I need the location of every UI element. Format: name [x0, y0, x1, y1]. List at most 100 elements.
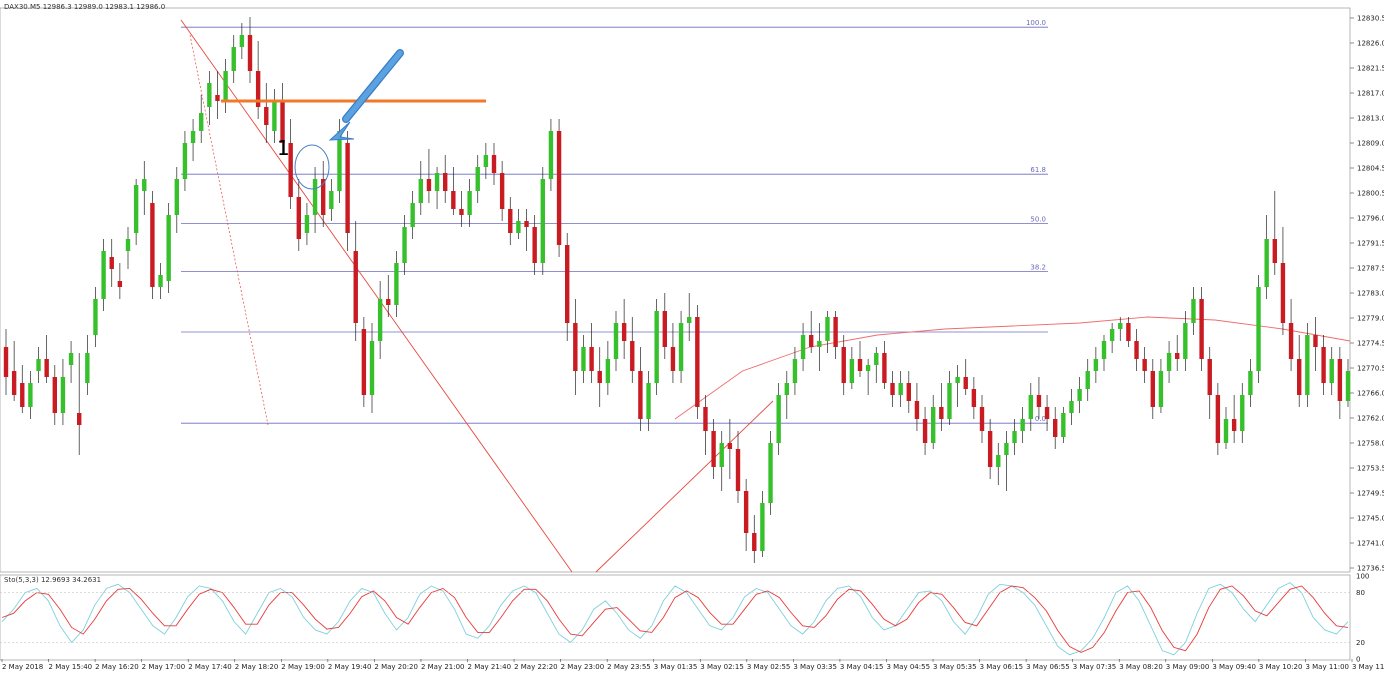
bear-candle	[11, 371, 17, 395]
bull-candle	[825, 317, 830, 341]
arrow-head	[328, 121, 355, 141]
bear-candle	[695, 317, 700, 407]
price-tick-label: 12800.5	[1357, 190, 1384, 198]
time-tick-label: 3 May 07:35	[1073, 663, 1117, 671]
bull-candle	[1012, 431, 1017, 443]
bear-candle	[508, 209, 513, 233]
arrow-shaft	[343, 50, 403, 122]
bull-candle	[223, 71, 228, 101]
bull-candle	[329, 191, 334, 209]
bear-candle	[987, 431, 993, 467]
bear-candle	[1044, 407, 1050, 419]
time-tick-label: 2 May 20:20	[374, 663, 418, 671]
bear-candle	[979, 407, 985, 431]
bear-candle	[809, 335, 814, 347]
price-panel-background	[0, 7, 1351, 573]
bull-candle	[142, 179, 147, 191]
time-tick-label: 3 May 01:35	[654, 663, 698, 671]
bear-candle	[20, 383, 25, 407]
time-tick-label: 2 May 15:40	[49, 663, 93, 671]
price-tick-label: 12796.0	[1357, 215, 1384, 223]
price-tick-label: 12779.0	[1357, 315, 1384, 323]
bear-candle	[727, 443, 733, 449]
time-tick-label: 2 May 23:55	[607, 663, 651, 671]
bear-candle	[914, 401, 920, 419]
symbol-header: DAX30.M5 12986.3 12989.0 12983.1 12986.0	[4, 3, 165, 11]
price-tick-label: 12736.5	[1357, 565, 1384, 573]
bull-candle	[304, 215, 310, 233]
bear-candle	[857, 359, 863, 371]
bull-candle	[483, 155, 489, 167]
time-tick-label: 2 May 2018	[2, 663, 43, 671]
annotation-number: 1	[277, 136, 290, 160]
fibonacci-levels[interactable]: 100.0 61.8 50.0 38.2 0.0	[181, 19, 1048, 424]
bear-candle	[638, 371, 643, 419]
stoch-tick-label: 20	[1356, 639, 1365, 647]
bull-candle	[540, 179, 545, 263]
bear-candle	[971, 389, 977, 407]
bull-candle	[1158, 371, 1164, 407]
bull-candle	[166, 215, 171, 281]
bull-candle	[898, 383, 903, 395]
bull-candle	[394, 263, 399, 305]
bear-candle	[296, 197, 301, 239]
price-tick-label: 12766.0	[1357, 390, 1384, 398]
bear-candle	[451, 191, 456, 209]
bull-candle	[849, 359, 855, 383]
bear-candle	[1337, 359, 1343, 401]
time-tick-label: 2 May 17:40	[188, 663, 232, 671]
fib-level-label: 61.8	[1030, 166, 1046, 174]
bear-candle	[459, 209, 464, 215]
bear-candle	[499, 173, 505, 209]
bear-candle	[1150, 371, 1155, 407]
bull-candle	[369, 341, 375, 395]
bull-candle	[207, 83, 212, 107]
bull-candle	[199, 113, 204, 131]
bear-candle	[345, 143, 350, 233]
bull-candle	[1329, 359, 1334, 383]
time-tick-label: 3 May 04:55	[886, 663, 930, 671]
bear-candle	[44, 359, 49, 377]
annotations: 1	[221, 49, 486, 190]
price-tick-label: 12804.5	[1357, 165, 1384, 173]
bear-candle	[963, 377, 968, 389]
bear-candle	[426, 179, 432, 191]
time-axis: 2 May 2018 2 May 15:40 2 May 16:20 2 May 17…	[1, 659, 1384, 671]
bear-candle	[247, 35, 253, 71]
bear-candle	[670, 347, 676, 371]
highlight-circle	[294, 144, 330, 190]
bull-candle	[760, 503, 765, 551]
bull-candle	[1061, 413, 1066, 437]
price-tick-label: 12787.5	[1357, 265, 1384, 273]
price-tick-label: 12783.0	[1357, 290, 1384, 298]
uptrend-line	[595, 400, 774, 573]
bull-candle	[931, 407, 936, 443]
bull-candle	[1305, 335, 1310, 395]
bull-candle	[776, 395, 781, 443]
trend-lines[interactable]	[180, 19, 774, 573]
time-tick-label: 2 May 18:20	[235, 663, 279, 671]
time-tick-label: 2 May 22:20	[514, 663, 558, 671]
fib-level-label: 50.0	[1030, 215, 1046, 223]
time-tick-label: 2 May 21:00	[421, 663, 465, 671]
bull-candle	[1069, 401, 1074, 413]
bear-candle	[353, 251, 358, 323]
bull-candle	[817, 341, 822, 347]
stoch-signal-line	[1, 585, 1349, 653]
moving-average-line	[674, 316, 1351, 420]
price-tick-label: 12753.5	[1357, 465, 1384, 473]
bear-candle	[1134, 341, 1139, 359]
bull-candle	[101, 251, 106, 299]
price-tick-label: 12770.5	[1357, 365, 1384, 373]
bear-candle	[882, 353, 887, 383]
bull-candle	[605, 359, 611, 383]
bear-candle	[117, 281, 123, 287]
bear-candle	[922, 419, 928, 443]
bear-candle	[532, 227, 537, 263]
bull-candle	[158, 275, 163, 287]
bear-candle	[52, 377, 57, 413]
bull-candle	[28, 383, 33, 407]
bull-candle	[1118, 323, 1123, 329]
bull-candle	[1028, 395, 1033, 419]
